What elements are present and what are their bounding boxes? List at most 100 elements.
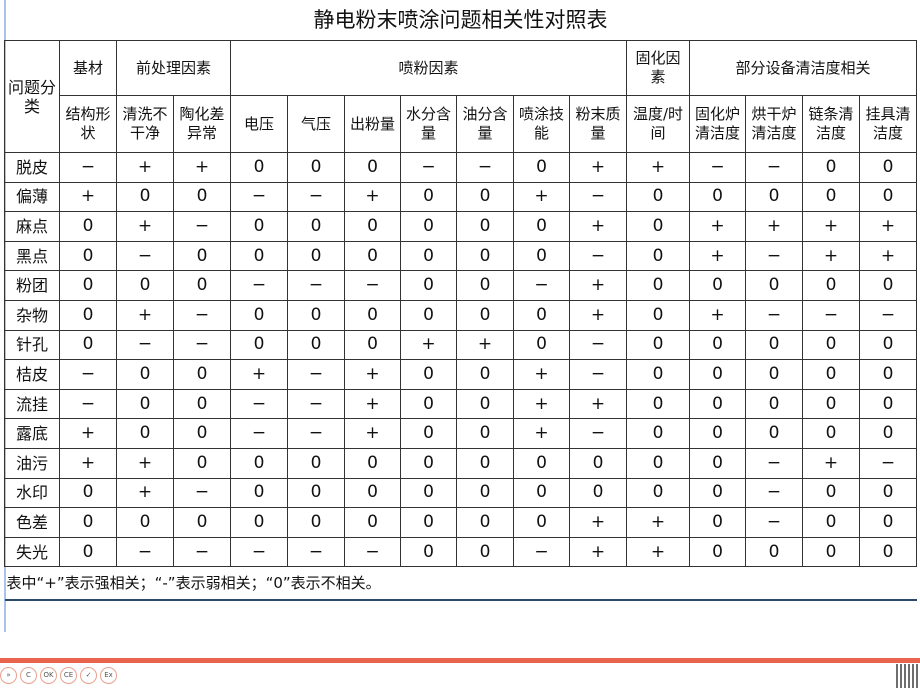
correlation-cell: − [689, 152, 746, 183]
correlation-cell: 0 [400, 211, 457, 242]
correlation-cell: − [230, 388, 288, 420]
correlation-cell: 0 [689, 536, 746, 568]
correlation-cell: + [344, 181, 401, 213]
correlation-cell: 0 [745, 181, 803, 213]
correlation-cell: 0 [859, 181, 917, 213]
correlation-cell: 0 [859, 359, 917, 390]
correlation-cell: 0 [59, 477, 117, 509]
correlation-cell: 0 [626, 388, 690, 420]
correlation-cell: 0 [802, 507, 860, 538]
group-header: 基材 [59, 40, 117, 96]
correlation-cell: 0 [287, 211, 345, 242]
correlation-cell: − [173, 329, 231, 361]
correlation-cell: + [513, 359, 570, 390]
correlation-cell: 0 [400, 270, 457, 301]
correlation-cell: + [116, 299, 174, 331]
correlation-cell: 0 [456, 211, 514, 242]
correlation-cell: + [802, 240, 860, 272]
row-label: 露底 [4, 418, 60, 449]
correlation-cell: 0 [230, 507, 288, 538]
correlation-cell: 0 [513, 211, 570, 242]
correlation-cell: 0 [59, 536, 117, 568]
correlation-cell: 0 [230, 240, 288, 272]
column-header: 结构形状 [59, 95, 117, 153]
table-row: 流挂 −0 0− − +0 0 + +0 0 0 0 0 [4, 388, 917, 420]
correlation-cell: + [173, 152, 231, 183]
correlation-cell: 0 [230, 477, 288, 509]
correlation-cell: + [802, 447, 860, 479]
correlation-cell: 0 [116, 388, 174, 420]
correlation-cell: 0 [689, 388, 746, 420]
table-row: 油污 + +0 0 0 0 0 0 0 0 0 0− + − [4, 447, 917, 479]
correlation-cell: + [745, 211, 803, 242]
correlation-cell: + [689, 211, 746, 242]
correlation-cell: − [287, 536, 345, 568]
correlation-cell: + [859, 211, 917, 242]
correlation-cell: 0 [456, 477, 514, 509]
column-header: 出粉量 [344, 95, 401, 153]
correlation-cell: 0 [689, 418, 746, 449]
correlation-cell: 0 [230, 152, 288, 183]
correlation-cell: 0 [513, 240, 570, 272]
row-label: 色差 [4, 507, 60, 538]
correlation-cell: + [626, 536, 690, 568]
correlation-cell: + [344, 418, 401, 449]
row-header: 问题分类 [4, 40, 60, 153]
correlation-cell: 0 [344, 507, 401, 538]
column-header: 气压 [287, 95, 345, 153]
row-label: 油污 [4, 447, 60, 479]
correlation-cell: − [513, 536, 570, 568]
column-header: 温度/时间 [626, 95, 690, 153]
row-label: 脱皮 [4, 152, 60, 183]
correlation-cell: 0 [116, 507, 174, 538]
correlation-cell: − [569, 418, 627, 449]
correlation-cell: − [116, 240, 174, 272]
correlation-cell: 0 [230, 447, 288, 479]
group-header: 部分设备清洁度相关 [689, 40, 917, 96]
correlation-cell: + [59, 418, 117, 449]
correlation-cell: 0 [859, 536, 917, 568]
row-label: 麻点 [4, 211, 60, 242]
table-row: 偏薄 +0 0− − +0 0 + −0 0 0 0 0 [4, 181, 917, 213]
row-label: 偏薄 [4, 181, 60, 213]
table-row: 露底 +0 0− − +0 0 + −0 0 0 0 0 [4, 418, 917, 449]
row-label: 杂物 [4, 299, 60, 331]
correlation-cell: 0 [287, 299, 345, 331]
row-label: 黑点 [4, 240, 60, 272]
correlation-cell: + [569, 536, 627, 568]
correlation-cell: − [287, 181, 345, 213]
correlation-cell: 0 [802, 418, 860, 449]
correlation-cell: 0 [456, 418, 514, 449]
column-header: 水分含量 [400, 95, 457, 153]
correlation-cell: 0 [689, 477, 746, 509]
correlation-cell: − [173, 211, 231, 242]
correlation-cell: 0 [230, 329, 288, 361]
correlation-cell: − [173, 299, 231, 331]
correlation-cell: + [116, 447, 174, 479]
correlation-cell: − [287, 359, 345, 390]
correlation-cell: 0 [173, 388, 231, 420]
correlation-cell: 0 [689, 447, 746, 479]
correlation-cell: + [116, 211, 174, 242]
correlation-cell: 0 [802, 388, 860, 420]
correlation-cell: 0 [173, 507, 231, 538]
column-header: 电压 [230, 95, 288, 153]
ex-icon: Ex [100, 667, 117, 684]
correlation-cell: 0 [513, 477, 570, 509]
correlation-cell: − [59, 359, 117, 390]
correlation-cell: 0 [230, 299, 288, 331]
correlation-cell: 0 [173, 240, 231, 272]
correlation-cell: 0 [456, 299, 514, 331]
correlation-cell: + [59, 447, 117, 479]
correlation-cell: 0 [344, 152, 401, 183]
correlation-cell: 0 [456, 507, 514, 538]
arrow-icon: » [0, 667, 17, 684]
correlation-cell: 0 [802, 152, 860, 183]
correlation-cell: − [569, 359, 627, 390]
check-icon: ✓ [80, 667, 97, 684]
correlation-cell: 0 [456, 181, 514, 213]
correlation-cell: 0 [400, 418, 457, 449]
correlation-cell: 0 [802, 359, 860, 390]
correlation-cell: − [287, 388, 345, 420]
correlation-cell: 0 [859, 152, 917, 183]
